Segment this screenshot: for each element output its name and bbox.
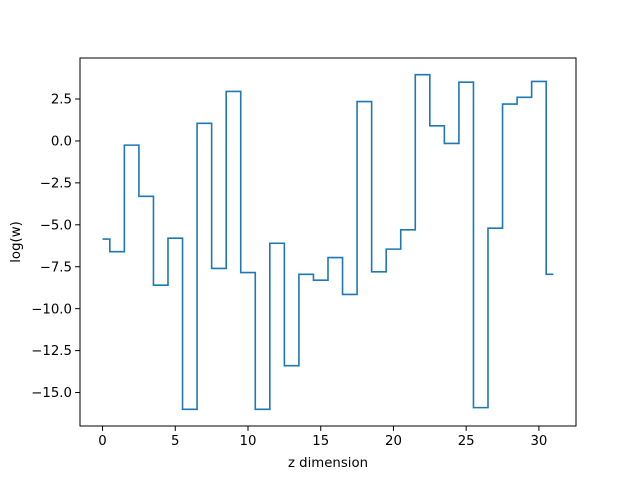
- x-tick-label: 30: [530, 434, 547, 449]
- plot-area: [80, 58, 576, 426]
- y-axis-label: log(w): [9, 221, 24, 263]
- x-tick-label: 0: [98, 434, 106, 449]
- y-axis: 2.5 0.0 −2.5 −5.0 −7.5 −10.0 −12.5 −15.0: [31, 93, 80, 401]
- y-tick-label: −7.5: [40, 260, 72, 275]
- series-layer: [102, 73, 554, 411]
- y-tick-label: −2.5: [40, 176, 72, 191]
- x-tick-label: 10: [240, 434, 257, 449]
- y-tick-label: −15.0: [31, 386, 72, 401]
- x-axis: 0 5 10 15 20 25 30: [98, 426, 547, 449]
- x-tick-label: 20: [385, 434, 402, 449]
- x-tick-label: 5: [171, 434, 179, 449]
- y-tick-label: 0.0: [51, 135, 72, 150]
- y-tick-label: −10.0: [31, 302, 72, 317]
- series-line-0: [102, 73, 554, 411]
- x-axis-label: z dimension: [288, 456, 368, 471]
- x-tick-label: 15: [312, 434, 329, 449]
- axes-frame: [79, 57, 577, 427]
- y-tick-label: −12.5: [31, 344, 72, 359]
- y-tick-label: 2.5: [51, 93, 72, 108]
- y-tick-label: −5.0: [40, 218, 72, 233]
- x-tick-label: 25: [458, 434, 475, 449]
